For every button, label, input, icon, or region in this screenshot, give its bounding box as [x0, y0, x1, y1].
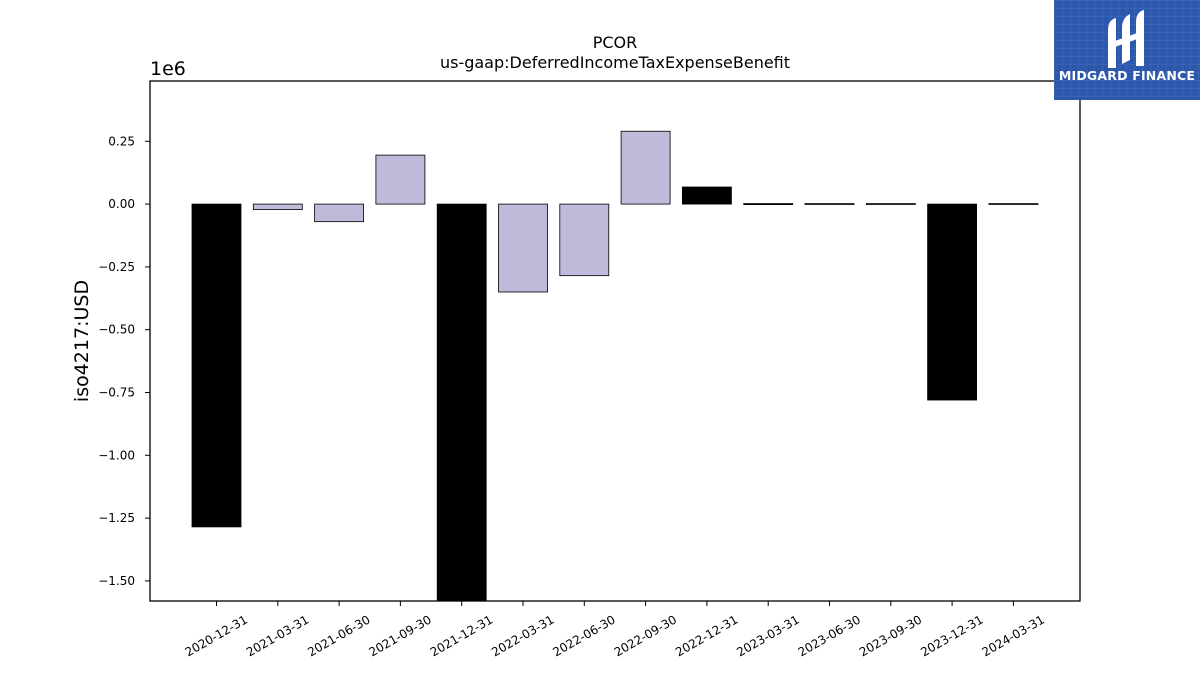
y-tick-label: −0.25 [98, 260, 135, 274]
x-tick-label: 2021-09-30 [366, 612, 433, 659]
x-tick-label: 2022-03-31 [489, 612, 556, 659]
y-tick-label: −1.50 [98, 574, 135, 588]
logo-text: MIDGARD FINANCE [1058, 68, 1196, 83]
x-tick-label: 2021-03-31 [244, 612, 311, 659]
y-axis-label: iso4217:USD [71, 280, 93, 402]
x-tick-label: 2023-06-30 [796, 612, 863, 659]
bar-2021-12-31 [436, 203, 487, 602]
x-tick-label: 2023-09-30 [857, 612, 924, 659]
bar-2023-09-30 [865, 203, 916, 205]
chart-title: PCOR [593, 33, 638, 52]
bar-2024-03-31 [988, 203, 1039, 205]
x-tick-label: 2022-09-30 [612, 612, 679, 659]
x-tick-label: 2020-12-31 [183, 612, 250, 659]
x-tick-label: 2021-06-30 [305, 612, 372, 659]
bars [191, 130, 1039, 602]
chart-title-group: PCOR us-gaap:DeferredIncomeTaxExpenseBen… [440, 33, 790, 72]
bar-2022-12-31 [682, 186, 732, 205]
bar-2021-03-31 [252, 203, 303, 211]
y-tick-label: 0.00 [108, 197, 135, 211]
x-tick-label: 2022-12-31 [673, 612, 740, 659]
y-tick-label: −1.25 [98, 511, 135, 525]
bar-2020-12-31 [191, 203, 242, 528]
y-tick-label: −0.75 [98, 385, 135, 399]
bar-2022-06-30 [559, 203, 610, 277]
bar-2023-06-30 [804, 203, 855, 205]
y-tick-label: 0.25 [108, 134, 135, 148]
y-axis-ticks: 0.25 0.00 −0.25 −0.50 −0.75 −1.00 −1.25 −1.50 [98, 134, 150, 588]
bar-2022-03-31 [498, 203, 548, 293]
y-offset-label: 1e6 [150, 58, 186, 80]
bar-2023-12-31 [927, 203, 977, 401]
x-axis-ticks: 2020-12-312021-03-312021-06-302021-09-30… [183, 601, 1047, 659]
y-tick-label: −0.50 [98, 323, 135, 337]
plot-frame [149, 80, 1081, 602]
x-tick-label: 2023-12-31 [918, 612, 985, 659]
x-tick-label: 2023-03-31 [734, 612, 801, 659]
midgard-logo-icon [1108, 10, 1144, 68]
x-tick-label: 2022-06-30 [550, 612, 617, 659]
y-tick-label: −1.00 [98, 448, 135, 462]
bar-2023-03-31 [743, 203, 794, 205]
midgard-logo: MIDGARD FINANCE [1054, 0, 1200, 100]
chart-subtitle: us-gaap:DeferredIncomeTaxExpenseBenefit [440, 53, 790, 72]
bar-2022-09-30 [620, 130, 671, 205]
x-tick-label: 2021-12-31 [428, 612, 495, 659]
bar-2021-09-30 [375, 154, 426, 205]
x-tick-label: 2024-03-31 [979, 612, 1046, 659]
bar-2021-06-30 [314, 203, 365, 223]
